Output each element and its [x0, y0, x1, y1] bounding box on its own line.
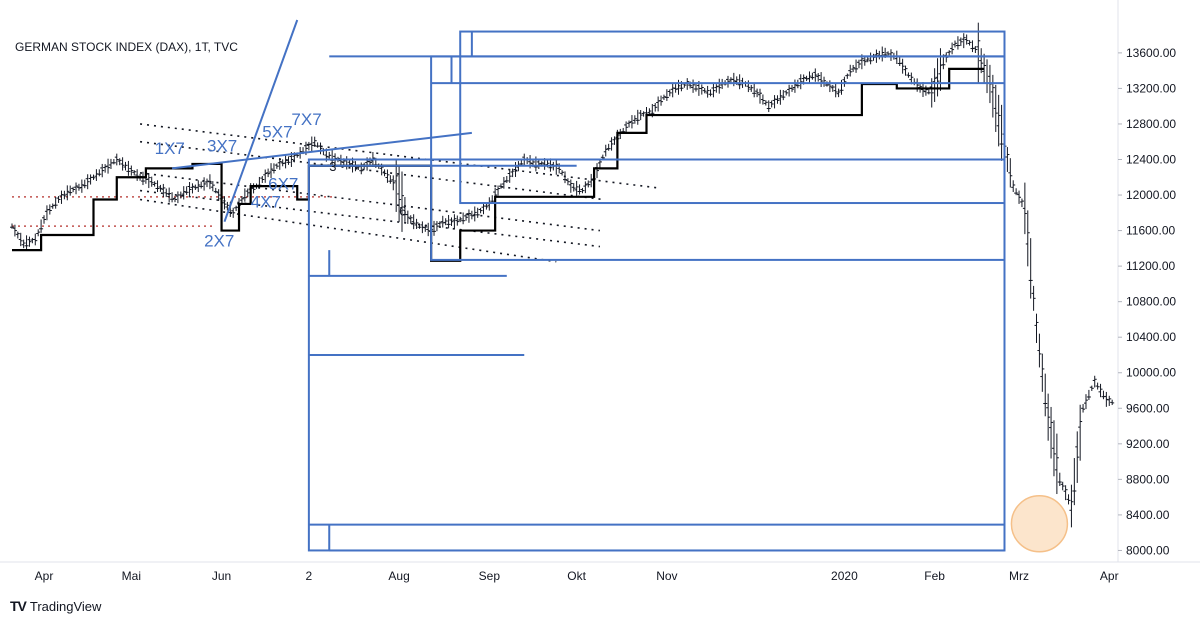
y-tick-label: 9600.00: [1126, 401, 1170, 415]
x-tick-label: Apr: [35, 569, 54, 583]
y-tick-label: 12800.00: [1126, 117, 1176, 131]
gann-label[interactable]: 3X7: [207, 137, 237, 156]
y-tick-label: 13600.00: [1126, 46, 1176, 60]
x-tick-label: 2: [306, 569, 313, 583]
tradingview-logo-icon: TV: [10, 598, 27, 614]
tradingview-name: TradingView: [29, 598, 102, 614]
trend-line[interactable]: [223, 19, 299, 223]
x-tick-label: Feb: [924, 569, 945, 583]
dotted-channel-line[interactable]: [139, 140, 603, 201]
x-tick-label: 2020: [831, 569, 858, 583]
x-tick-label: Mrz: [1009, 569, 1029, 583]
gann-label[interactable]: 2X7: [204, 232, 234, 251]
gann-label[interactable]: 7X7: [291, 110, 321, 129]
y-tick-label: 10800.00: [1126, 295, 1176, 309]
highlight-circle[interactable]: [1010, 495, 1069, 553]
tradingview-brand[interactable]: TV TradingView: [10, 598, 101, 614]
gann-label[interactable]: 4X7: [251, 192, 281, 211]
y-tick-label: 8000.00: [1126, 543, 1170, 557]
count-label: 6: [399, 203, 406, 218]
y-tick-label: 9200.00: [1126, 437, 1170, 451]
x-tick-label: Mai: [122, 569, 141, 583]
y-tick-label: 12400.00: [1126, 152, 1176, 166]
count-label: 3: [329, 159, 336, 174]
gann-label[interactable]: 5X7: [262, 122, 292, 141]
y-tick-label: 10000.00: [1126, 366, 1176, 380]
y-tick-label: 11600.00: [1126, 224, 1175, 238]
gann-label[interactable]: 1X7: [155, 139, 185, 158]
trend-line[interactable]: [171, 131, 472, 170]
dotted-channel-line[interactable]: [139, 198, 557, 263]
dotted-channel-line[interactable]: [139, 123, 659, 189]
x-tick-label: Aug: [388, 569, 409, 583]
y-tick-label: 12000.00: [1126, 188, 1176, 202]
dotted-channel-line[interactable]: [139, 172, 601, 232]
gann-label[interactable]: 6X7: [268, 175, 298, 194]
x-tick-label: Jun: [212, 569, 231, 583]
y-tick-label: 8800.00: [1126, 472, 1170, 486]
y-tick-label: 10400.00: [1126, 330, 1176, 344]
x-tick-label: Okt: [567, 569, 586, 583]
x-tick-label: Apr: [1100, 569, 1119, 583]
y-tick-label: 8400.00: [1126, 508, 1170, 522]
y-tick-label: 13200.00: [1126, 81, 1176, 95]
x-tick-label: Nov: [656, 569, 677, 583]
box-drawing[interactable]: [459, 30, 1006, 205]
dotted-channel-line[interactable]: [139, 189, 601, 248]
x-tick-label: Sep: [479, 569, 501, 583]
chart-title: GERMAN STOCK INDEX (DAX), 1T, TVC: [15, 40, 238, 54]
y-tick-label: 11200.00: [1126, 259, 1175, 273]
